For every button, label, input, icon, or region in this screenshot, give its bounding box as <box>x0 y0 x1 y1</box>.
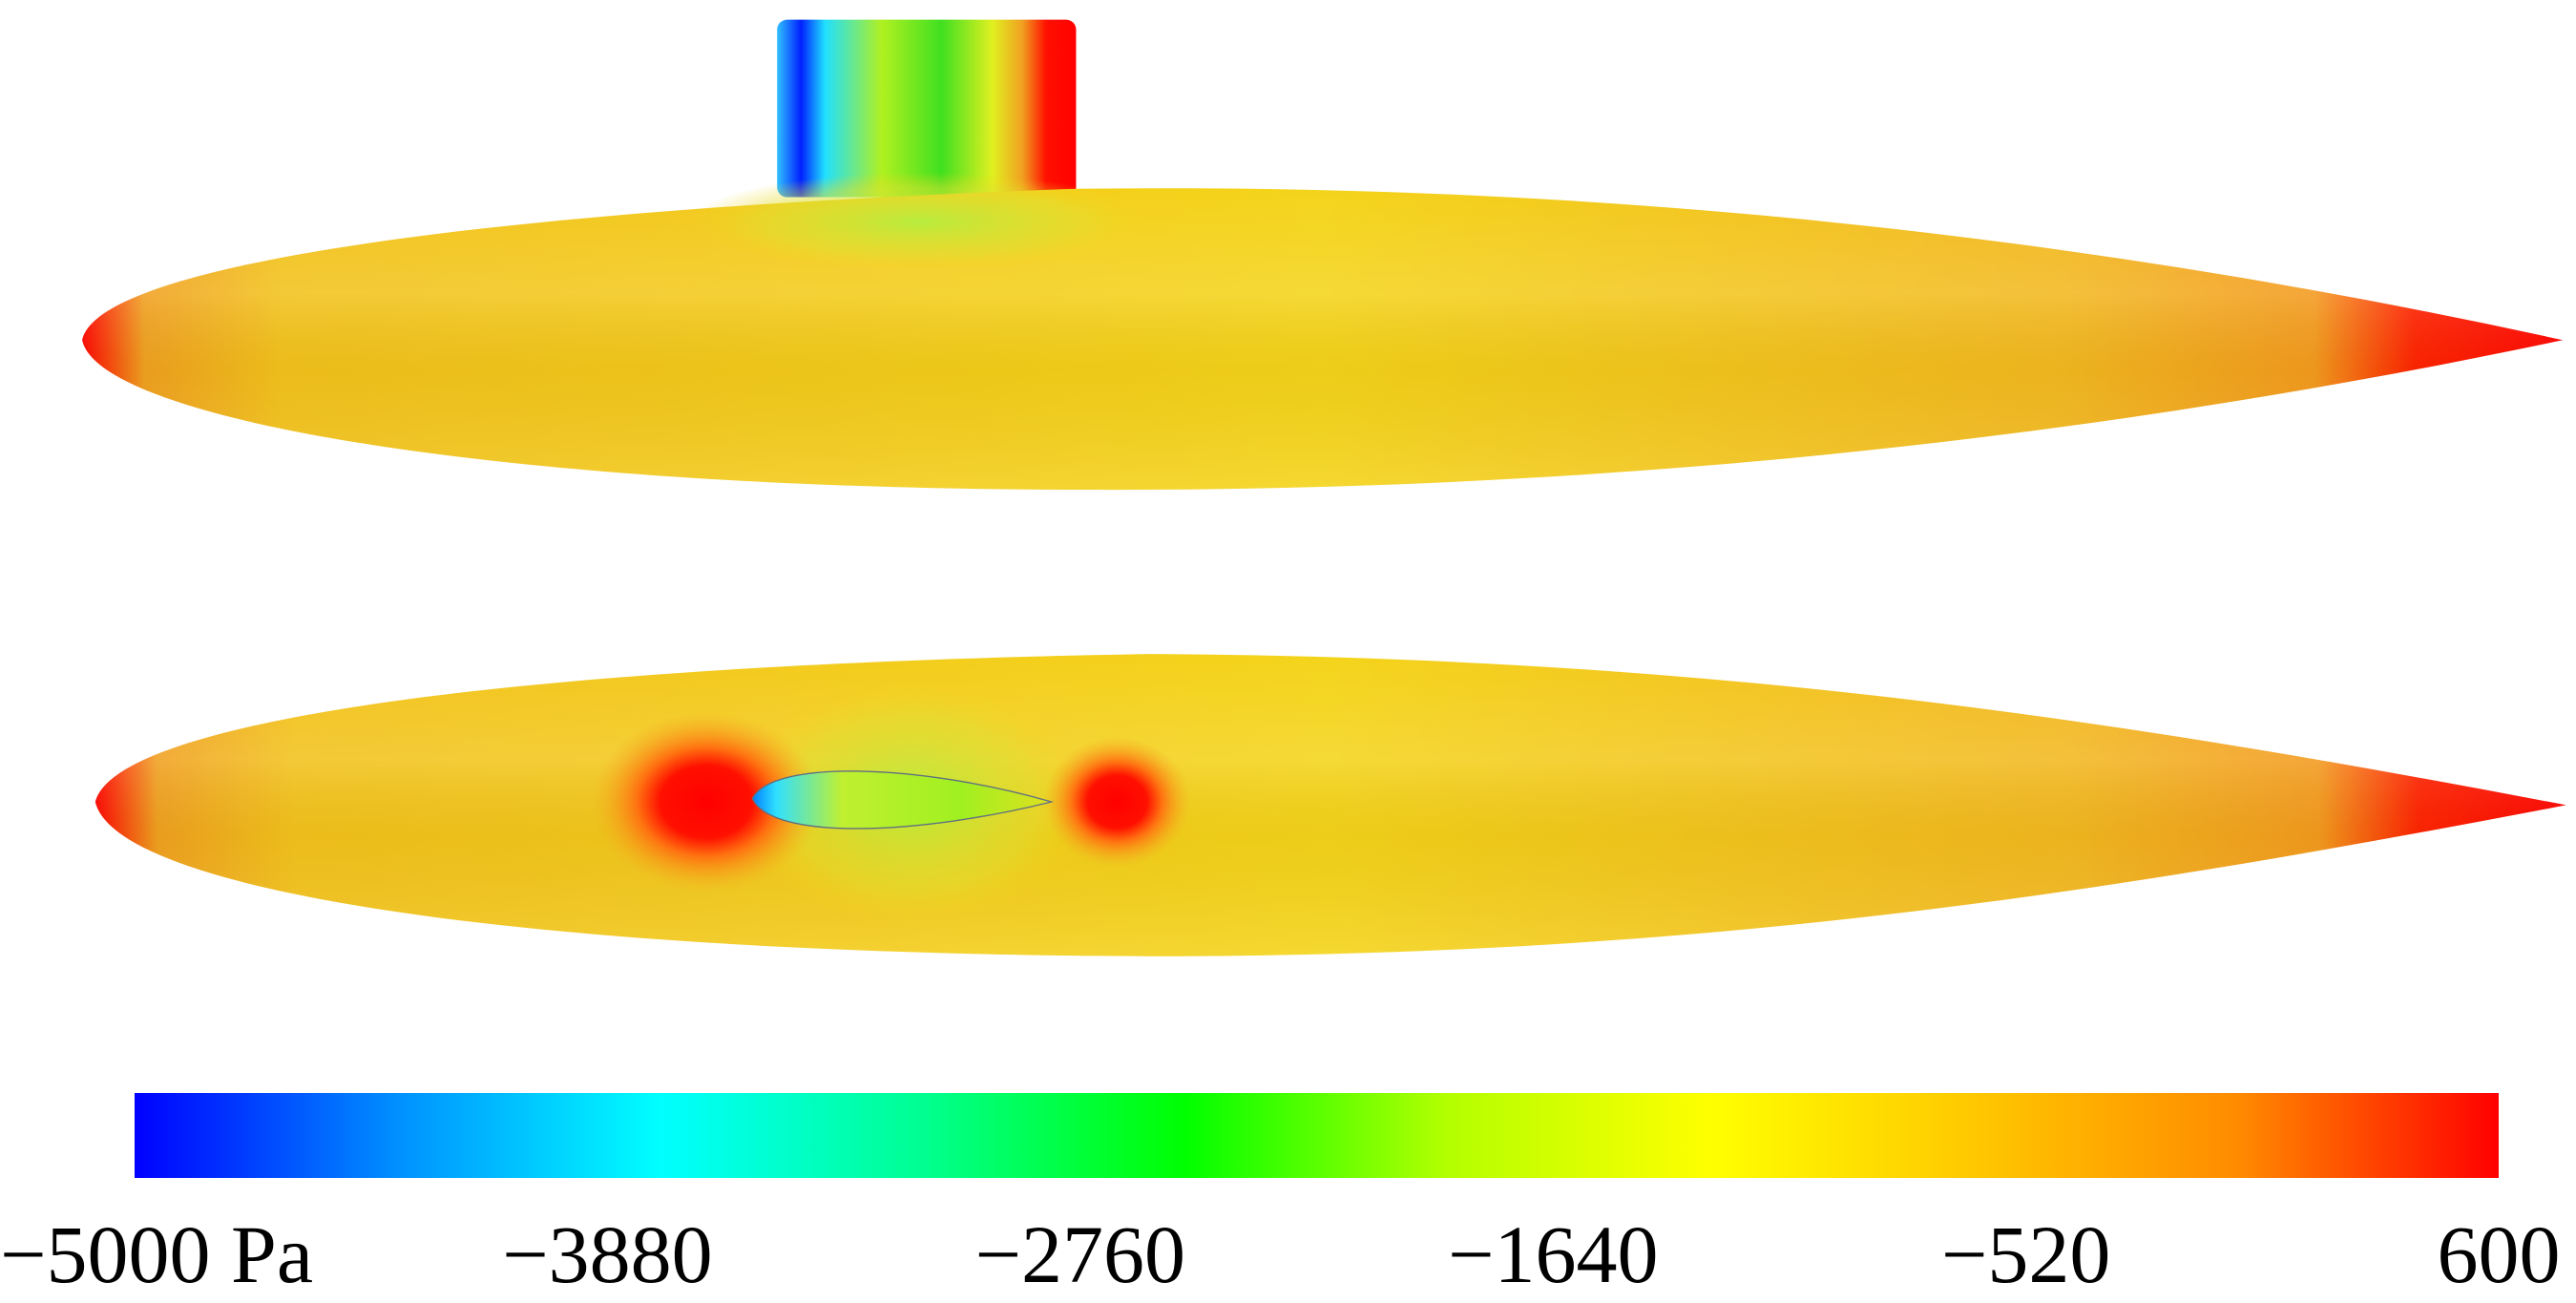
tick-label: −1640 <box>1448 1208 1659 1300</box>
top-view <box>94 654 2566 956</box>
pressure-peak <box>591 711 822 893</box>
sail-wake <box>689 172 1150 272</box>
sail-section <box>751 770 1055 830</box>
side-view <box>82 19 2564 491</box>
hull-shading <box>94 654 2566 956</box>
tick-label: −3880 <box>502 1208 713 1300</box>
submarine-views <box>82 19 2566 956</box>
tick-label: 600 <box>2438 1208 2561 1300</box>
hull-shading <box>82 188 2564 491</box>
pressure-peak <box>1043 736 1191 868</box>
tick-label: −2760 <box>975 1208 1186 1300</box>
colorbar <box>135 1093 2499 1178</box>
tick-label: −5000 Pa <box>0 1208 313 1300</box>
tick-label: −520 <box>1941 1208 2111 1300</box>
sail <box>777 19 1077 198</box>
